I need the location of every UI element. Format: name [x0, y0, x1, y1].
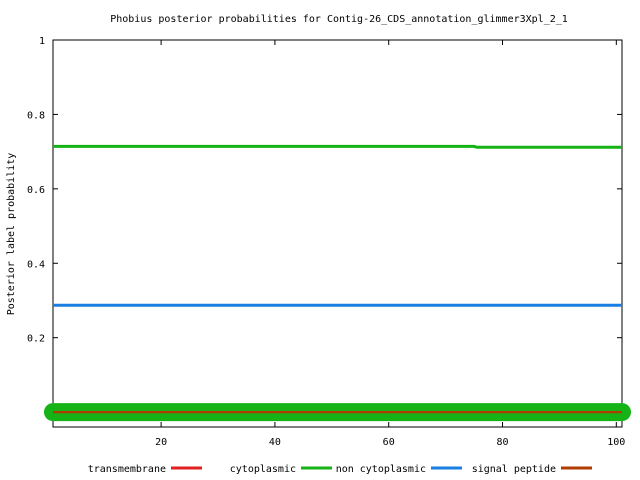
- y-axis-label: Posterior label probability: [6, 153, 17, 316]
- legend-label: transmembrane: [88, 464, 166, 475]
- y-tick-label: 0.6: [27, 185, 45, 196]
- chart-title: Phobius posterior probabilities for Cont…: [110, 14, 568, 25]
- series-line-non-cytoplasmic: [53, 144, 622, 149]
- y-tick-label: 1: [39, 36, 45, 47]
- axis-ticks: 20 40 60 80 100 0.2 0.4 0.6 0.8 1: [27, 36, 625, 448]
- series-lines: [44, 144, 631, 422]
- y-tick-label: 0.4: [27, 259, 45, 270]
- y-tick-label: 0.8: [27, 110, 45, 121]
- legend-label: signal peptide: [472, 464, 556, 475]
- legend-label: non cytoplasmic: [336, 464, 426, 475]
- legend-label: cytoplasmic: [230, 464, 296, 475]
- x-tick-label: 40: [269, 437, 281, 448]
- plot-frame: [52, 39, 623, 428]
- x-tick-label: 100: [607, 437, 625, 448]
- y-tick-label: 0.2: [27, 334, 45, 345]
- x-tick-label: 60: [383, 437, 395, 448]
- x-tick-label: 20: [155, 437, 167, 448]
- x-tick-label: 80: [496, 437, 508, 448]
- legend: transmembrane cytoplasmic non cytoplasmic s…: [88, 464, 592, 475]
